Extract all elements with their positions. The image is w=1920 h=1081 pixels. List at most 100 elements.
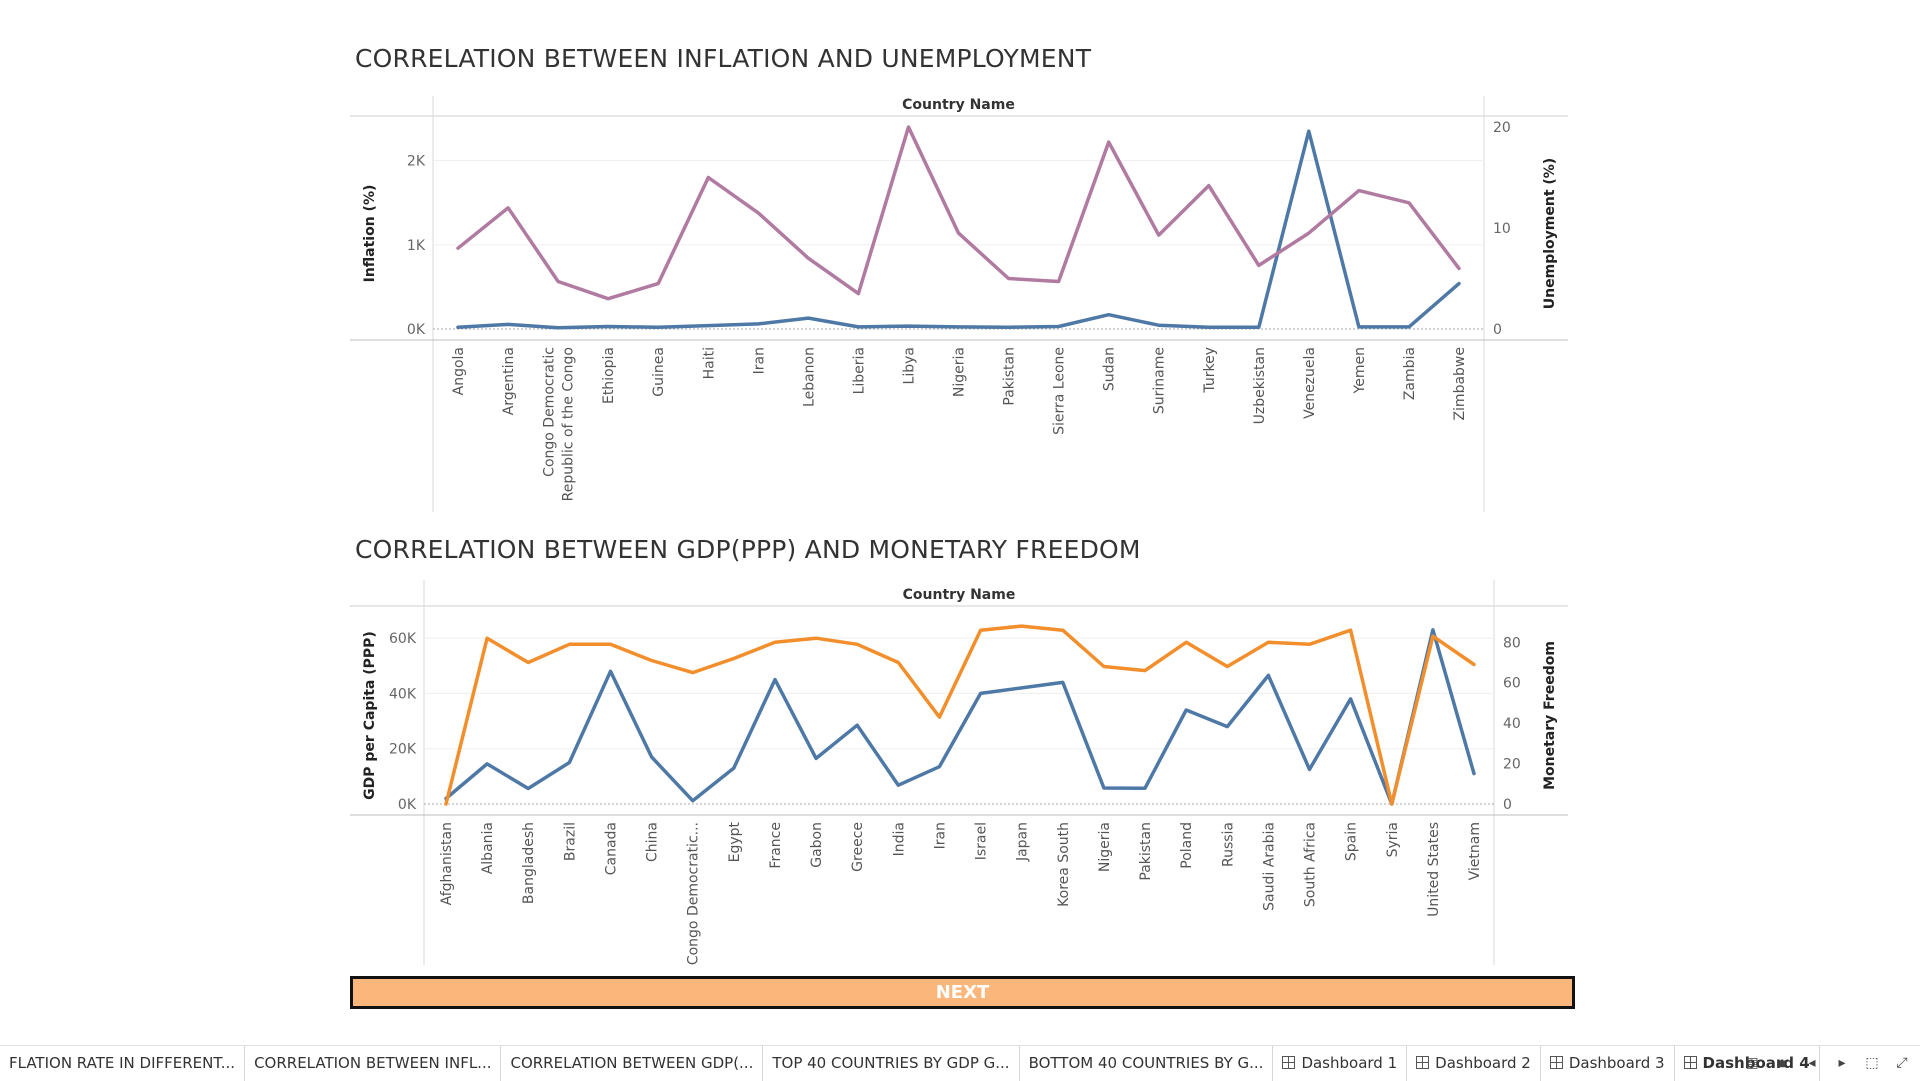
sheet-tab-4[interactable]: TOP 40 COUNTRIES BY GDP G... <box>763 1046 1020 1081</box>
category-label: Bangladesh <box>521 822 537 904</box>
left-tick-label: 0K <box>407 322 426 338</box>
chart-inflation-unemployment: Country Name 0K 1K 2K 0 10 20 Inflation (%) Unem… <box>350 96 1568 512</box>
category-label: United States <box>1426 822 1442 917</box>
sheet-tab-6[interactable]: Dashboard 1 <box>1273 1046 1408 1081</box>
category-label: Brazil <box>562 822 578 861</box>
left-tick-label: 2K <box>407 154 426 170</box>
category-label: Spain <box>1344 822 1360 861</box>
sheet-tab-5[interactable]: BOTTOM 40 COUNTRIES BY G... <box>1020 1046 1274 1081</box>
tab-label: Dashboard 3 <box>1568 1054 1665 1072</box>
category-label: Gabon <box>809 822 825 868</box>
right-tick-label: 10 <box>1493 221 1511 237</box>
category-label: Republic of the Congo <box>561 347 577 501</box>
dashboard-icon <box>1416 1056 1430 1069</box>
grid-view-icon[interactable]: ▤ <box>1745 1054 1759 1070</box>
left-tick-label: 0K <box>398 797 417 813</box>
series-line-unemployment- <box>456 125 1461 301</box>
left-tick-label: 20K <box>389 742 417 758</box>
sheet-tab-2[interactable]: CORRELATION BETWEEN INFL... <box>245 1046 502 1081</box>
category-label: Yemen <box>1352 347 1368 394</box>
present-icon[interactable]: ⤢ <box>1896 1054 1908 1070</box>
series-line-gdp-per-capita-ppp- <box>444 628 1476 806</box>
category-label: Libya <box>901 347 917 384</box>
category-label: Russia <box>1220 822 1236 867</box>
dashboard-icon <box>1683 1056 1697 1069</box>
category-label: Zambia <box>1402 347 1418 400</box>
category-label: China <box>645 822 661 862</box>
category-label: Lebanon <box>801 347 817 407</box>
right-tick-label: 80 <box>1503 635 1521 651</box>
category-label: Israel <box>974 822 990 860</box>
left-tick-label: 1K <box>407 238 426 254</box>
category-label: Guinea <box>651 347 667 397</box>
sheet-tab-3[interactable]: CORRELATION BETWEEN GDP(... <box>501 1046 764 1081</box>
category-label: Albania <box>480 822 496 874</box>
category-label: India <box>891 822 907 856</box>
tab-toolbar: ▤ ■ ◂ ▸ ⬚ ⤢ <box>1744 1045 1910 1080</box>
right-tick-label: 0 <box>1493 322 1502 338</box>
right-tick-label: 0 <box>1503 797 1512 813</box>
category-label: Vietnam <box>1467 822 1483 880</box>
dashboard-icon <box>1549 1056 1563 1069</box>
category-label: Iran <box>751 347 767 374</box>
category-label: Japan <box>1015 822 1031 862</box>
category-label: Pakistan <box>1002 347 1018 406</box>
category-label: South Africa <box>1303 822 1319 907</box>
category-label: Argentina <box>501 347 517 415</box>
left-axis-title: GDP per Capita (PPP) <box>362 631 378 800</box>
category-label: Korea South <box>1056 822 1072 907</box>
sheet-tab-bar: FLATION RATE IN DIFFERENT... CORRELATION … <box>0 1045 1920 1081</box>
chart-title-gdp-monetary-freedom: CORRELATION BETWEEN GDP(PPP) AND MONETAR… <box>355 535 1141 564</box>
right-tick-label: 20 <box>1493 120 1511 136</box>
category-label: France <box>768 822 784 869</box>
right-tick-label: 40 <box>1503 716 1521 732</box>
category-label: Egypt <box>727 822 743 863</box>
category-label: Nigeria <box>952 347 968 397</box>
category-label: Nigeria <box>1097 822 1113 872</box>
sheet-tab-1[interactable]: FLATION RATE IN DIFFERENT... <box>0 1046 246 1081</box>
category-label: Zimbabwe <box>1452 347 1468 421</box>
left-tick-label: 40K <box>389 686 417 702</box>
category-label: Poland <box>1179 822 1195 869</box>
left-tick-label: 60K <box>389 631 417 647</box>
right-axis-title: Monetary Freedom <box>1542 641 1558 790</box>
next-button[interactable]: NEXT <box>350 976 1575 1009</box>
category-label: Suriname <box>1152 347 1168 414</box>
tab-label: CORRELATION BETWEEN GDP(... <box>510 1054 754 1072</box>
category-label: Ethiopia <box>601 347 617 404</box>
category-label: Afghanistan <box>439 822 455 905</box>
right-tick-label: 20 <box>1503 757 1521 773</box>
series-line-monetary-freedom <box>444 624 1476 806</box>
series-line-inflation- <box>456 129 1461 330</box>
chart-title-inflation-unemployment: CORRELATION BETWEEN INFLATION AND UNEMPL… <box>355 44 1092 73</box>
tab-label: Dashboard 2 <box>1435 1054 1531 1072</box>
prev-icon[interactable]: ◂ <box>1808 1054 1816 1070</box>
category-label: Canada <box>603 822 619 875</box>
next-icon[interactable]: ▸ <box>1838 1054 1846 1070</box>
category-label: Venezuela <box>1302 347 1318 419</box>
tab-label: Dashboard 4 <box>1702 1054 1810 1072</box>
sheet-tab-8[interactable]: Dashboard 3 <box>1541 1046 1675 1081</box>
sheet-tab-9[interactable]: Dashboard 4 <box>1674 1046 1820 1081</box>
category-label: Saudi Arabia <box>1261 822 1277 911</box>
category-label: Sudan <box>1102 347 1118 391</box>
category-label: Haiti <box>701 347 717 379</box>
left-axis-title: Inflation (%) <box>362 185 378 283</box>
fit-icon[interactable]: ⬚ <box>1865 1054 1879 1070</box>
category-label: Pakistan <box>1138 822 1154 881</box>
column-header: Country Name <box>903 587 1016 603</box>
category-label: Sierra Leone <box>1052 347 1068 435</box>
chart-gdp-monetary-freedom: Country Name 0K 20K 40K 60K 0 20 40 60 80 GDP per … <box>350 580 1568 965</box>
dashboard-icon <box>1282 1056 1296 1069</box>
filmstrip-icon[interactable]: ■ <box>1777 1054 1787 1071</box>
tab-label: Dashboard 1 <box>1301 1054 1398 1072</box>
sheet-tab-7[interactable]: Dashboard 2 <box>1407 1046 1541 1081</box>
category-label: Iran <box>932 822 948 849</box>
tab-label: CORRELATION BETWEEN INFL... <box>254 1054 492 1072</box>
tab-label: BOTTOM 40 COUNTRIES BY G... <box>1028 1054 1264 1072</box>
category-label: Uzbekistan <box>1252 347 1268 424</box>
right-tick-label: 60 <box>1503 676 1521 692</box>
category-label: Greece <box>850 822 866 872</box>
category-label: Congo Democratic <box>542 347 558 477</box>
right-axis-title: Unemployment (%) <box>1542 158 1558 309</box>
